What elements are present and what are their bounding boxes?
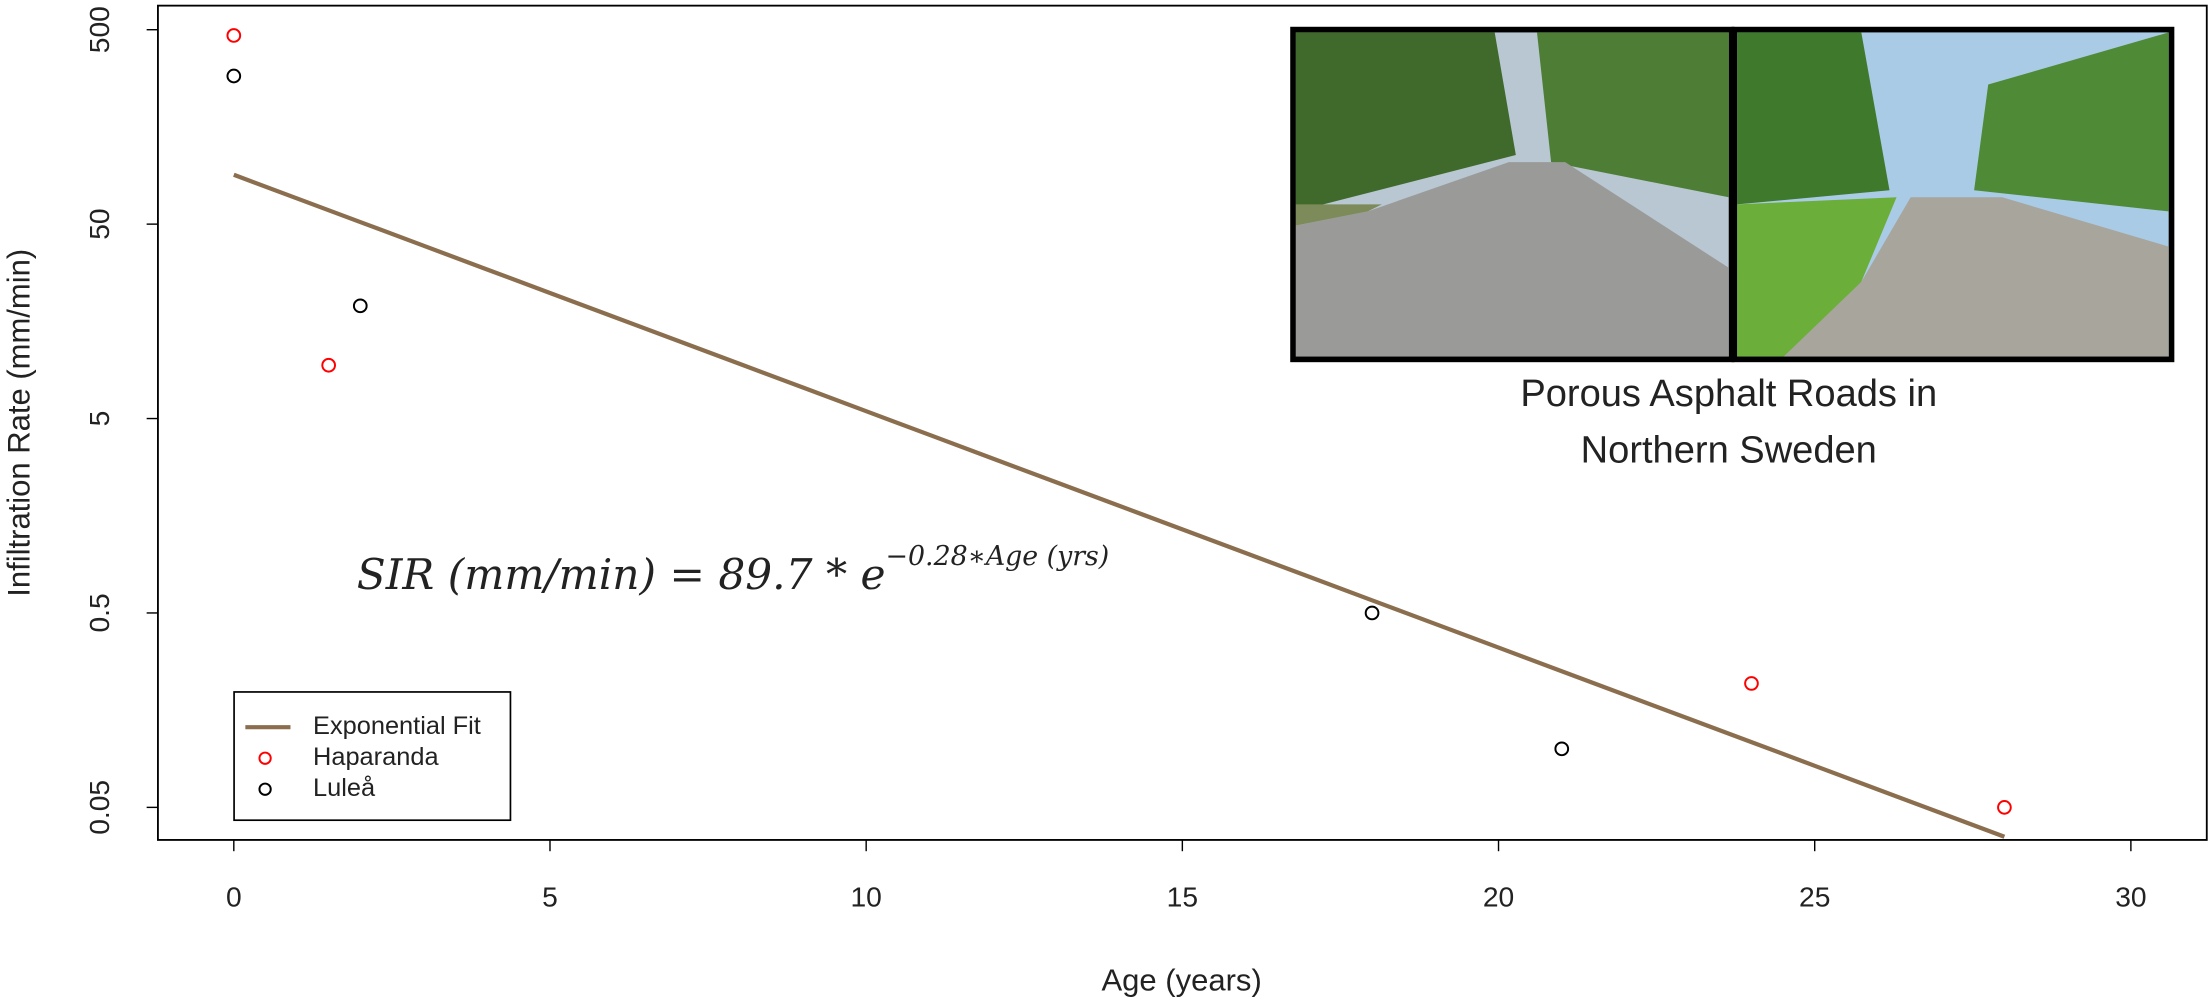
y-tick-label: 5 [83,411,115,427]
inset-caption: Porous Asphalt Roads in [1520,373,1937,415]
x-tick-label: 30 [2115,881,2146,913]
x-tick-label: 0 [226,881,242,913]
x-tick-label: 25 [1799,881,1830,913]
formula: SIR (mm/min) = 89.7 * e−0.28∗Age (yrs) [357,541,1109,599]
y-tick-label: 0.05 [83,780,115,835]
x-axis-label: Age (years) [1102,962,1262,997]
chart: Age (years) Infiltration Rate (mm/min) P… [0,0,2211,1002]
x-tick-label: 20 [1483,881,1514,913]
x-tick-label: 5 [542,881,558,913]
x-tick-label: 15 [1167,881,1198,913]
y-tick-label: 0.5 [83,593,115,632]
point [1745,677,1758,690]
point [1998,801,2011,814]
x-tick-label: 10 [850,881,881,913]
point [322,359,335,372]
y-tick-label: 500 [83,6,115,53]
inset-caption: Northern Sweden [1581,429,1877,471]
point [354,299,367,312]
point [1555,743,1568,756]
legend-label: Haparanda [313,743,439,771]
legend-label: Luleå [313,774,376,802]
formula-exponent: −0.28∗Age (yrs) [886,541,1110,572]
point [227,70,240,83]
photo-inset [1293,30,2171,360]
legend-label: Exponential Fit [313,712,481,740]
formula-base: SIR (mm/min) = 89.7 * e [357,550,886,599]
point [1366,607,1379,620]
y-tick-label: 50 [83,208,115,239]
point [227,29,240,42]
y-axis-label: Infiltration Rate (mm/min) [1,249,36,597]
